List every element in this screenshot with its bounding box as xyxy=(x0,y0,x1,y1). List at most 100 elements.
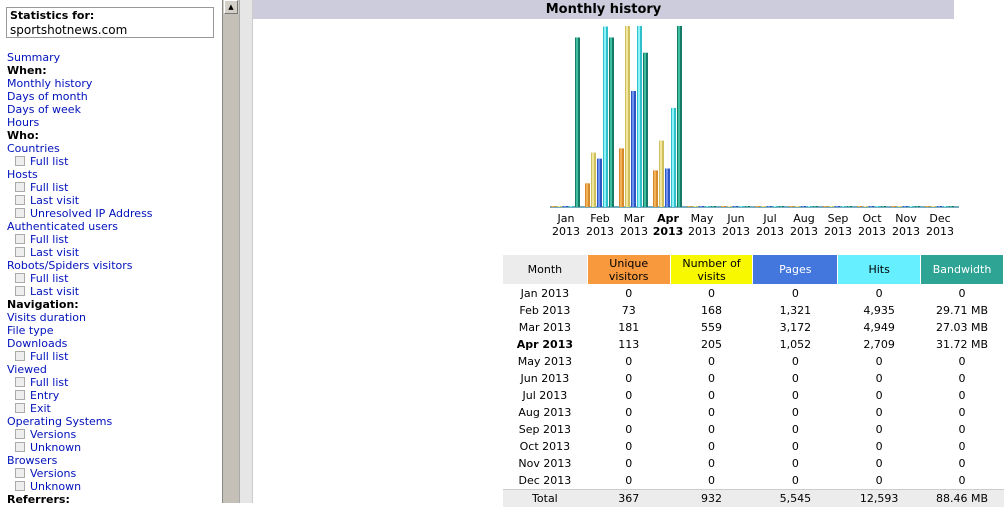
menu-link[interactable]: Downloads xyxy=(7,337,67,350)
menu-sublink[interactable]: Unknown xyxy=(30,441,81,454)
value-cell: 4,935 xyxy=(838,302,921,319)
value-cell: 29.71 MB xyxy=(921,302,1004,319)
menu-item[interactable]: Summary xyxy=(7,51,153,64)
list-icon xyxy=(15,286,25,296)
menu-sublink[interactable]: Versions xyxy=(30,467,76,480)
menu-sublink[interactable]: Last visit xyxy=(30,246,79,259)
menu-item[interactable]: Full list xyxy=(7,350,153,363)
menu-sublink[interactable]: Entry xyxy=(30,389,59,402)
menu-link[interactable]: Viewed xyxy=(7,363,47,376)
chart-year-label: 2013 xyxy=(858,225,886,238)
menu-sublink[interactable]: Last visit xyxy=(30,194,79,207)
scroll-track[interactable] xyxy=(223,14,239,503)
menu-item[interactable]: Hosts xyxy=(7,168,153,181)
value-cell: 0 xyxy=(838,472,921,490)
menu-sublink[interactable]: Full list xyxy=(30,155,68,168)
list-icon xyxy=(15,377,25,387)
col-bandwidth: Bandwidth xyxy=(921,255,1004,285)
menu-link[interactable]: Operating Systems xyxy=(7,415,112,428)
menu-section-header: Navigation: xyxy=(7,298,79,311)
menu-item[interactable]: Full list xyxy=(7,233,153,246)
menu-item[interactable]: Browsers xyxy=(7,454,153,467)
menu-item[interactable]: Unresolved IP Address xyxy=(7,207,153,220)
menu-link[interactable]: Days of month xyxy=(7,90,88,103)
menu-item[interactable]: Versions xyxy=(7,467,153,480)
menu-item[interactable]: Viewed xyxy=(7,363,153,376)
menu-section-header: Who: xyxy=(7,129,39,142)
menu-item[interactable]: Full list xyxy=(7,272,153,285)
menu-sublink[interactable]: Full list xyxy=(30,350,68,363)
menu-item[interactable]: Authenticated users xyxy=(7,220,153,233)
value-cell: 27.03 MB xyxy=(921,319,1004,336)
value-cell: 0 xyxy=(921,387,1004,404)
menu-sublink[interactable]: Exit xyxy=(30,402,51,415)
chart-bar-highlight xyxy=(762,206,764,207)
chart-bar-highlight xyxy=(694,206,696,207)
menu-sublink[interactable]: Full list xyxy=(30,376,68,389)
menu-item[interactable]: Unknown xyxy=(7,441,153,454)
menu-link[interactable]: Hours xyxy=(7,116,39,129)
menu-item[interactable]: Downloads xyxy=(7,337,153,350)
chart-month-label: Jan xyxy=(557,212,575,225)
chart-bar-highlight xyxy=(864,206,866,207)
menu-item[interactable]: Last visit xyxy=(7,194,153,207)
menu-link[interactable]: Browsers xyxy=(7,454,57,467)
menu-link[interactable]: Days of week xyxy=(7,103,81,116)
chart-year-label: 2013 xyxy=(824,225,852,238)
menu-item[interactable]: Robots/Spiders visitors xyxy=(7,259,153,272)
menu-sublink[interactable]: Full list xyxy=(30,181,68,194)
chart-bar-highlight xyxy=(910,206,912,207)
menu-item[interactable]: File type xyxy=(7,324,153,337)
menu-sublink[interactable]: Full list xyxy=(30,272,68,285)
month-cell: Aug 2013 xyxy=(503,404,588,421)
menu-link[interactable]: Summary xyxy=(7,51,60,64)
menu-item[interactable]: Last visit xyxy=(7,285,153,298)
menu-item: Navigation: xyxy=(7,298,153,311)
menu-item[interactable]: Hours xyxy=(7,116,153,129)
menu-item[interactable]: Last visit xyxy=(7,246,153,259)
menu-link[interactable]: Robots/Spiders visitors xyxy=(7,259,133,272)
menu-sublink[interactable]: Unresolved IP Address xyxy=(30,207,153,220)
menu-sublink[interactable]: Full list xyxy=(30,233,68,246)
menu-item[interactable]: Entry xyxy=(7,389,153,402)
menu-sublink[interactable]: Unknown xyxy=(30,480,81,493)
menu-link[interactable]: Hosts xyxy=(7,168,38,181)
scroll-up-icon[interactable]: ▲ xyxy=(224,0,238,14)
list-icon xyxy=(15,156,25,166)
chart-bar-highlight xyxy=(610,37,612,207)
menu-link[interactable]: Countries xyxy=(7,142,60,155)
table-header-row: Month Unique visitors Number of visits P… xyxy=(503,255,1004,285)
menu-link[interactable]: Visits duration xyxy=(7,311,86,324)
menu-item[interactable]: Visits duration xyxy=(7,311,153,324)
chart-bar-highlight xyxy=(836,206,838,207)
menu-link[interactable]: Monthly history xyxy=(7,77,92,90)
menu-item[interactable]: Days of week xyxy=(7,103,153,116)
value-cell: 0 xyxy=(838,421,921,438)
menu-link[interactable]: Authenticated users xyxy=(7,220,118,233)
chart-month-label: Apr xyxy=(657,212,679,225)
menu-item[interactable]: Operating Systems xyxy=(7,415,153,428)
col-unique-visitors: Unique visitors xyxy=(587,255,670,285)
menu-item[interactable]: Full list xyxy=(7,155,153,168)
menu-item[interactable]: Full list xyxy=(7,181,153,194)
chart-bar-highlight xyxy=(632,91,634,207)
chart-bar-highlight xyxy=(570,206,572,207)
menu-item[interactable]: Monthly history xyxy=(7,77,153,90)
menu-link[interactable]: File type xyxy=(7,324,53,337)
menu-item[interactable]: Exit xyxy=(7,402,153,415)
menu-item[interactable]: Unknown xyxy=(7,480,153,493)
value-cell: 0 xyxy=(670,421,753,438)
menu-item[interactable]: Versions xyxy=(7,428,153,441)
menu-item[interactable]: Days of month xyxy=(7,90,153,103)
menu-item[interactable]: Full list xyxy=(7,376,153,389)
list-icon xyxy=(15,208,25,218)
menu-sublink[interactable]: Versions xyxy=(30,428,76,441)
frame-separator[interactable] xyxy=(239,0,253,503)
left-frame-scrollbar[interactable]: ▲ xyxy=(222,0,239,503)
value-cell: 0 xyxy=(670,285,753,303)
menu-section-header: When: xyxy=(7,64,47,77)
chart-year-label: 2013 xyxy=(688,225,716,238)
menu-item[interactable]: Countries xyxy=(7,142,153,155)
value-cell: 2,709 xyxy=(838,336,921,353)
menu-sublink[interactable]: Last visit xyxy=(30,285,79,298)
